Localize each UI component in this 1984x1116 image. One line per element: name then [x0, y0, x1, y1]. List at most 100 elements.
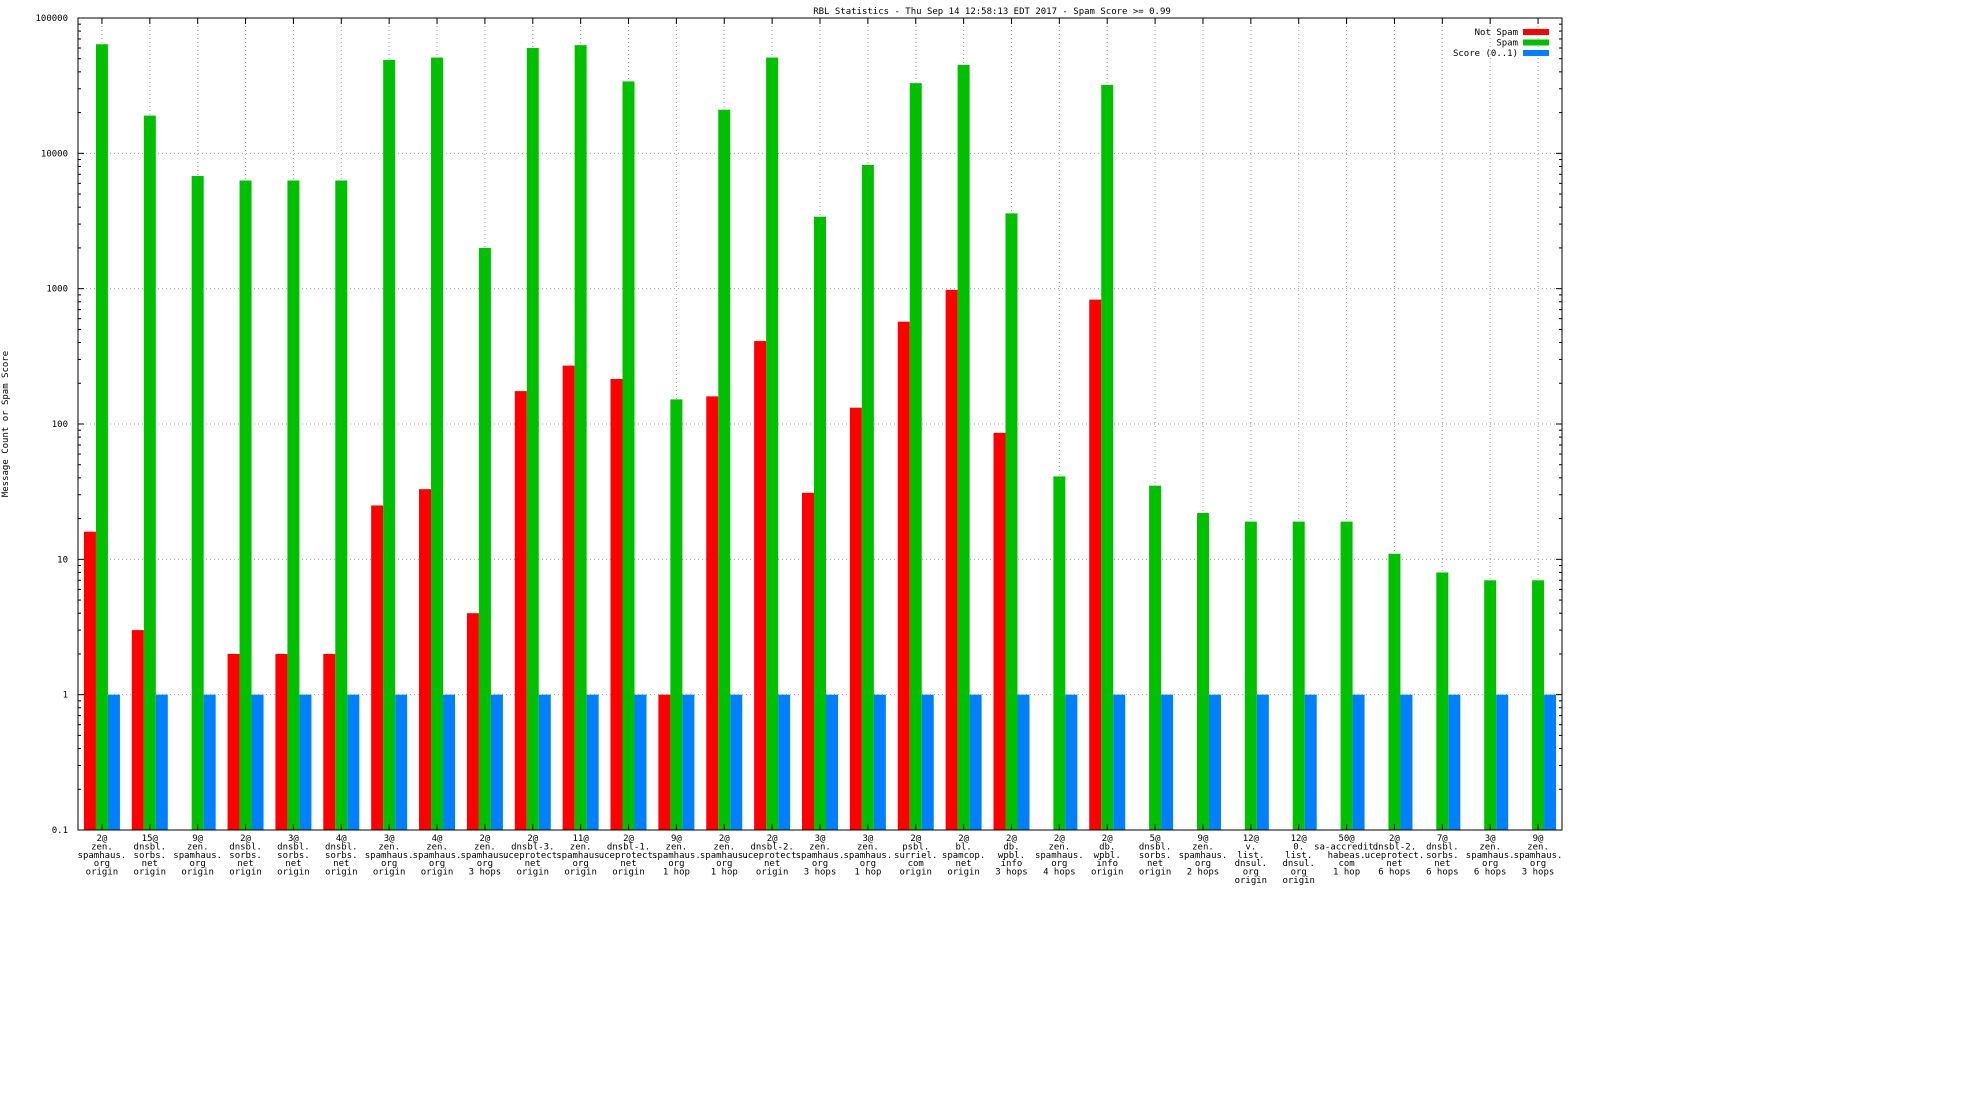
- x-category-label-line: zen.: [570, 842, 592, 852]
- x-category-label-line: 4@: [432, 834, 443, 844]
- x-category-label-line: origin: [947, 868, 980, 878]
- x-category-label: 2@ dnsbl-2. uceprotect. net origin: [742, 834, 802, 878]
- x-category-label: 7@ dnsbl. sorbs. net 6 hops: [1426, 834, 1459, 878]
- bar-spam: [1436, 572, 1449, 830]
- x-category-label: 9@ zen. spamhaus. org 2 hops: [1179, 834, 1228, 878]
- bar-not-spam: [802, 492, 814, 830]
- x-category-label-line: sorbs.: [277, 851, 310, 861]
- x-category-label-line: 2@: [623, 834, 634, 844]
- x-category-label-line: spamhaus.: [173, 851, 222, 861]
- legend-item-spam-swatch: [1523, 39, 1549, 46]
- x-category-label-line: spamhaus.: [556, 851, 605, 861]
- x-category-label-line: sorbs.: [325, 851, 358, 861]
- x-category-label-line: zen.: [91, 842, 113, 852]
- y-tick-label: 1000: [46, 285, 68, 295]
- x-category-label: 2@ bl. spamcop. net origin: [942, 834, 985, 878]
- bar-spam: [431, 57, 444, 831]
- bar-score: [347, 694, 360, 830]
- bar-spam: [766, 57, 779, 831]
- x-category-label-line: 3 hops: [804, 868, 837, 878]
- bar-score: [873, 694, 886, 830]
- bar-score: [1400, 694, 1413, 830]
- x-category-label-line: 3 hops: [995, 868, 1028, 878]
- x-category-label-line: origin: [1282, 876, 1315, 886]
- x-category-label-line: origin: [612, 868, 645, 878]
- bar-score: [107, 694, 120, 830]
- x-category-label-line: 2@: [240, 834, 251, 844]
- x-category-label: 9@ zen. spamhaus. org origin: [173, 834, 222, 878]
- bar-score: [682, 694, 695, 830]
- x-category-label-line: dnsbl.: [229, 842, 262, 852]
- x-category-label-line: 11@: [573, 834, 590, 844]
- x-category-label-line: org: [668, 859, 684, 869]
- x-category-label-line: 15@: [142, 834, 159, 844]
- bar-spam: [1244, 521, 1257, 830]
- x-category-label-line: dnsbl.: [1426, 842, 1459, 852]
- bar-not-spam: [275, 653, 288, 830]
- bar-not-spam: [849, 407, 862, 830]
- y-tick-label: 100: [52, 420, 68, 430]
- x-category-label-line: 3@: [384, 834, 395, 844]
- x-category-label-line: 6 hops: [1378, 868, 1411, 878]
- x-category-label-line: spamhaus.: [1179, 851, 1228, 861]
- bar-spam: [95, 44, 108, 831]
- x-category-label: 2@ zen. spamhaus. org 3 hops: [461, 834, 510, 878]
- x-category-label: 2@ zen. spamhaus. org 4 hops: [1035, 834, 1084, 878]
- x-category-label-line: com: [1338, 859, 1354, 869]
- x-category-label: 2@ db. wpbl. info 3 hops: [995, 834, 1028, 878]
- x-category-label-line: 2@: [719, 834, 730, 844]
- x-category-label-line: org: [1195, 859, 1211, 869]
- y-axis-ticks: 0.1 1 10 100 1000 10000 100000: [35, 14, 1562, 836]
- x-category-label-line: zen.: [1192, 842, 1214, 852]
- bar-spam: [1196, 512, 1209, 830]
- x-category-label-line: org: [1530, 859, 1546, 869]
- bar-score: [1017, 694, 1030, 830]
- x-category-label-line: 2@: [910, 834, 921, 844]
- x-category-label-line: dnsbl-3.: [511, 842, 554, 852]
- x-category-label-line: spamhaus.: [1035, 851, 1084, 861]
- x-category-label-line: 9@: [1198, 834, 1209, 844]
- x-category-label-line: origin: [1235, 876, 1268, 886]
- bar-not-spam: [610, 379, 623, 830]
- legend-item-not-spam-swatch: [1523, 29, 1549, 35]
- bar-spam: [574, 45, 587, 831]
- bar-spam: [239, 180, 252, 830]
- x-category-label: 9@ zen. spamhaus. org 3 hops: [1514, 834, 1563, 878]
- bar-spam: [1292, 521, 1305, 830]
- x-category-label-line: info: [1001, 859, 1023, 869]
- x-category-label-line: spamhaus.: [1466, 851, 1515, 861]
- bar-score: [443, 694, 456, 830]
- x-category-label-line: net: [333, 859, 349, 869]
- x-category-label-line: net: [620, 859, 636, 869]
- bar-score: [778, 694, 791, 830]
- y-tick-label: 10000: [41, 149, 68, 159]
- x-category-label: 2@ zen. spamhaus. org 1 hop: [700, 834, 749, 878]
- x-category-label-line: 1 hop: [711, 868, 738, 878]
- bar-spam: [1053, 476, 1066, 830]
- bar-spam: [1101, 84, 1114, 830]
- x-category-label-line: 3 hops: [469, 868, 502, 878]
- x-category-label-line: habeas.: [1328, 851, 1366, 861]
- x-category-label-line: origin: [564, 868, 597, 878]
- bar-not-spam: [227, 653, 240, 830]
- x-category-label-line: 5@: [1150, 834, 1161, 844]
- bar-score: [730, 694, 743, 830]
- bar-score: [1161, 694, 1174, 830]
- x-category-label-line: net: [1386, 859, 1402, 869]
- x-category-label: 4@ dnsbl. sorbs. net origin: [325, 834, 358, 878]
- x-category-label-line: origin: [756, 868, 789, 878]
- x-category-label-line: spamhaus.: [700, 851, 749, 861]
- x-category-label-line: org: [381, 859, 397, 869]
- x-category-label-line: org: [812, 859, 828, 869]
- bar-not-spam: [419, 489, 432, 830]
- x-category-label-line: 12@: [1291, 834, 1308, 844]
- x-category-label-line: 50@: [1338, 834, 1355, 844]
- x-category-label: 3@ zen. spamhaus. org 6 hops: [1466, 834, 1515, 878]
- x-category-label-line: origin: [86, 868, 119, 878]
- x-category-label: 2@ dnsbl-3. uceprotect. net origin: [503, 834, 563, 878]
- x-category-label-line: dnsbl-2.: [750, 842, 793, 852]
- legend-item-not-spam-label: Not Spam: [1475, 28, 1518, 38]
- x-category-label-line: zen.: [474, 842, 496, 852]
- bar-score: [634, 694, 647, 830]
- x-category-label-line: net: [237, 859, 253, 869]
